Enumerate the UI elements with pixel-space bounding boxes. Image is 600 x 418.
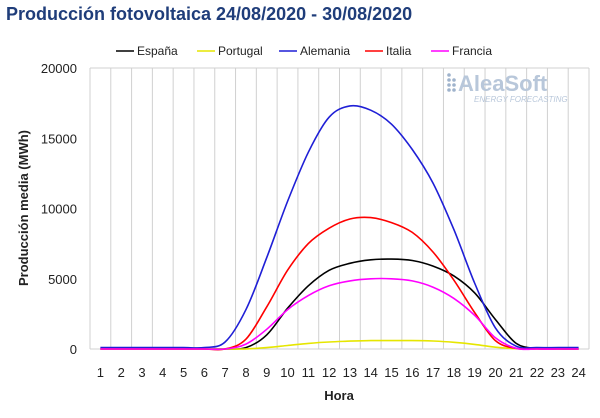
x-tick-label: 2 <box>118 365 125 380</box>
logo-dot <box>447 73 451 77</box>
x-tick-label: 12 <box>322 365 336 380</box>
y-tick-label: 15000 <box>41 131 77 146</box>
legend-label-alemania: Alemania <box>300 44 350 58</box>
logo-dots-icon <box>447 73 456 92</box>
logo-dot <box>447 88 451 92</box>
x-tick-label: 9 <box>263 365 270 380</box>
y-tick-label: 10000 <box>41 202 77 217</box>
x-tick-label: 3 <box>138 365 145 380</box>
x-axis-label: Hora <box>324 388 354 403</box>
y-tick-label: 20000 <box>41 61 77 76</box>
logo: AleaSoft ENERGY FORECASTING <box>447 71 568 104</box>
x-tick-label: 18 <box>447 365 461 380</box>
series-line-francia <box>100 277 579 351</box>
x-tick-label: 1 <box>97 365 104 380</box>
legend-label-portugal: Portugal <box>218 44 263 58</box>
x-tick-label: 8 <box>242 365 249 380</box>
x-tick-label: 23 <box>551 365 565 380</box>
x-tick-label: 10 <box>280 365 294 380</box>
chart-title: Producción fotovoltaica 24/08/2020 - 30/… <box>6 4 413 24</box>
x-tick-label: 21 <box>509 365 523 380</box>
series-lines <box>100 104 579 351</box>
x-tick-label: 20 <box>488 365 502 380</box>
legend: España Portugal Alemania Italia Francia <box>116 44 492 58</box>
logo-dot <box>447 83 451 87</box>
x-tick-label: 14 <box>363 365 377 380</box>
legend-label-italia: Italia <box>386 44 412 58</box>
legend-label-espana: España <box>137 44 178 58</box>
x-tick-label: 13 <box>343 365 357 380</box>
x-tick-label: 24 <box>571 365 585 380</box>
x-tick-label: 4 <box>159 365 166 380</box>
logo-dot <box>447 78 451 82</box>
x-tick-label: 16 <box>405 365 419 380</box>
x-tick-label: 22 <box>530 365 544 380</box>
x-tick-label: 17 <box>426 365 440 380</box>
logo-tagline: ENERGY FORECASTING <box>474 95 568 104</box>
y-axis-label: Producción media (MWh) <box>16 130 31 286</box>
x-tick-label: 19 <box>467 365 481 380</box>
x-tick-label: 5 <box>180 365 187 380</box>
logo-name: AleaSoft <box>458 71 548 96</box>
logo-dot <box>452 83 456 87</box>
x-tick-label: 15 <box>384 365 398 380</box>
logo-dot <box>452 88 456 92</box>
x-tick-label: 11 <box>302 365 316 380</box>
series-line-alemania <box>100 104 579 349</box>
y-tick-label: 5000 <box>48 272 77 287</box>
y-tick-label: 0 <box>70 342 77 357</box>
x-tick-label: 6 <box>201 365 208 380</box>
logo-dot <box>452 78 456 82</box>
legend-label-francia: Francia <box>452 44 492 58</box>
grid <box>89 67 590 350</box>
x-tick-label: 7 <box>222 365 229 380</box>
